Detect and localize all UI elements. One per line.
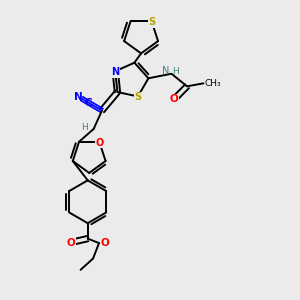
Text: H: H [82, 123, 88, 132]
Text: S: S [134, 92, 142, 102]
Text: O: O [100, 238, 109, 248]
Text: N: N [111, 67, 119, 77]
Text: O: O [170, 94, 178, 104]
Text: O: O [67, 238, 75, 248]
Text: CH₃: CH₃ [205, 79, 221, 88]
Text: H: H [172, 67, 179, 76]
Text: S: S [148, 17, 155, 27]
Text: N: N [162, 67, 169, 76]
Text: O: O [95, 138, 103, 148]
Text: N: N [74, 92, 82, 102]
Text: C: C [85, 98, 92, 108]
